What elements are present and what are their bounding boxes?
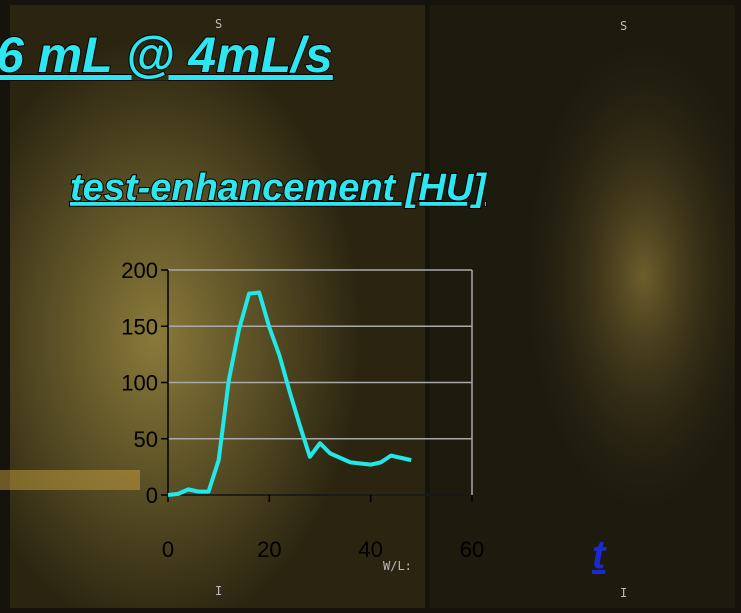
data-line: [167, 290, 412, 497]
image-label: S: [215, 17, 222, 31]
image-panel: [10, 5, 425, 608]
subtitle: test-enhancement [HU]: [70, 167, 487, 209]
y-tick-label: 150: [121, 314, 158, 339]
image-label: W/L:: [383, 559, 412, 573]
image-label: S: [620, 19, 627, 33]
x-tick-label: 60: [460, 537, 484, 562]
x-tick-label: 40: [358, 537, 382, 562]
image-label: I: [215, 584, 222, 598]
y-tick-label: 50: [134, 427, 158, 452]
y-tick-label: 100: [121, 371, 158, 396]
x-tick-label: 20: [257, 537, 281, 562]
decoration: [0, 470, 140, 490]
image-overlay: [430, 5, 735, 608]
image-label: I: [620, 586, 627, 600]
y-tick-label: 200: [121, 258, 158, 283]
y-tick-label: 0: [146, 483, 158, 508]
title: 6 mL @ 4mL/s: [0, 27, 333, 83]
x-tick-label: 0: [162, 537, 174, 562]
x-axis-label: t: [592, 533, 607, 577]
